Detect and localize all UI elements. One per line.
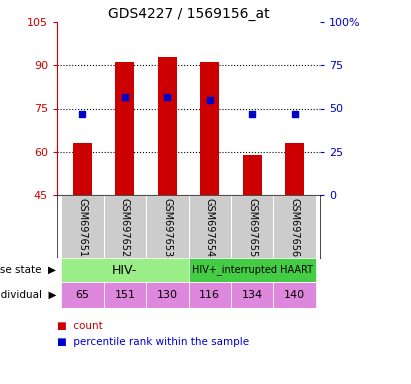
- Text: 116: 116: [199, 290, 220, 300]
- Bar: [200, 62, 219, 195]
- Point: [79, 111, 86, 118]
- Text: ■  count: ■ count: [57, 321, 103, 331]
- Point: [291, 111, 298, 118]
- Text: ■  percentile rank within the sample: ■ percentile rank within the sample: [57, 337, 249, 347]
- Bar: [146, 282, 189, 308]
- Bar: [231, 282, 273, 308]
- Bar: [189, 195, 231, 258]
- Text: 130: 130: [157, 290, 178, 300]
- Text: GSM697654: GSM697654: [205, 198, 215, 257]
- Text: 140: 140: [284, 290, 305, 300]
- Bar: [285, 143, 304, 195]
- Text: GSM697656: GSM697656: [289, 198, 300, 257]
- Text: individual  ▶: individual ▶: [0, 290, 56, 300]
- Point: [206, 97, 213, 103]
- Bar: [61, 282, 104, 308]
- Text: GSM697655: GSM697655: [247, 198, 257, 257]
- Text: GSM697652: GSM697652: [120, 198, 130, 257]
- Text: 151: 151: [114, 290, 135, 300]
- Bar: [61, 195, 104, 258]
- Bar: [73, 143, 92, 195]
- Text: GSM697653: GSM697653: [162, 198, 172, 257]
- Bar: [104, 195, 146, 258]
- Point: [122, 94, 128, 100]
- Text: 134: 134: [242, 290, 263, 300]
- Bar: [146, 195, 189, 258]
- Text: 65: 65: [76, 290, 90, 300]
- Bar: [189, 282, 231, 308]
- Point: [164, 94, 171, 100]
- Bar: [189, 258, 316, 282]
- Bar: [115, 62, 134, 195]
- Bar: [104, 282, 146, 308]
- Text: GSM697651: GSM697651: [77, 198, 88, 257]
- Bar: [231, 195, 273, 258]
- Text: HIV-: HIV-: [112, 263, 138, 276]
- Bar: [242, 155, 262, 195]
- Bar: [61, 258, 189, 282]
- Bar: [158, 56, 177, 195]
- Point: [249, 111, 255, 118]
- Text: disease state  ▶: disease state ▶: [0, 265, 56, 275]
- Text: HIV+_interrupted HAART: HIV+_interrupted HAART: [192, 265, 313, 275]
- Bar: [273, 282, 316, 308]
- Bar: [273, 195, 316, 258]
- Title: GDS4227 / 1569156_at: GDS4227 / 1569156_at: [108, 7, 269, 21]
